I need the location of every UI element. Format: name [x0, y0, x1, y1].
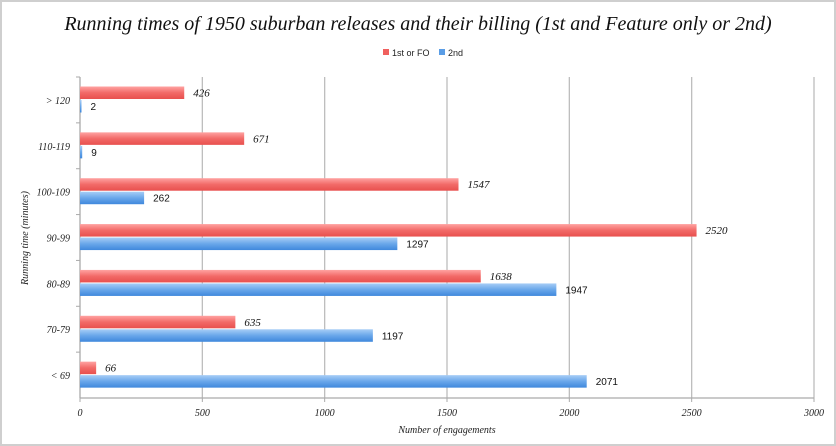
data-label: 1297 — [406, 240, 429, 251]
x-tick-label: 1500 — [437, 408, 457, 419]
y-tick-label: 80-89 — [47, 279, 70, 290]
y-tick-label: 90-99 — [47, 234, 70, 245]
legend-label: 1st or FO — [392, 48, 430, 58]
bar-first-or-fo — [80, 86, 185, 99]
x-tick-label: 2000 — [559, 408, 579, 419]
y-tick-label: 100-109 — [37, 188, 70, 199]
x-tick-label: 2500 — [682, 408, 702, 419]
bar-first-or-fo — [80, 269, 481, 283]
legend: 1st or FO 2nd — [383, 48, 463, 58]
bar-second — [80, 145, 83, 159]
data-label: 262 — [153, 194, 170, 205]
bar-second — [80, 375, 587, 388]
bar-second — [80, 100, 82, 113]
data-label: 1547 — [467, 179, 490, 191]
data-label: 635 — [244, 317, 261, 329]
y-tick-label: 110-119 — [38, 142, 70, 153]
bar-first-or-fo — [80, 224, 697, 237]
x-tick-label: 0 — [78, 408, 83, 419]
y-tick-label: > 120 — [46, 96, 70, 107]
data-label: 1197 — [382, 331, 404, 342]
y-axis-label: Running time (minutes) — [20, 190, 31, 286]
legend-swatch — [383, 49, 389, 55]
bar-second — [80, 283, 557, 296]
bar-second — [80, 191, 145, 205]
bar-second — [80, 237, 398, 251]
bar-first-or-fo — [80, 315, 236, 329]
data-label: 2071 — [596, 377, 619, 388]
data-label: 426 — [193, 88, 210, 100]
x-tick-label: 500 — [195, 408, 210, 419]
y-tick-label: < 69 — [51, 371, 70, 382]
bar-first-or-fo — [80, 361, 97, 375]
x-tick-label: 1000 — [315, 408, 335, 419]
y-tick-label: 70-79 — [47, 325, 70, 336]
data-label: 671 — [253, 133, 270, 145]
legend-swatch — [439, 49, 445, 55]
data-label: 2520 — [706, 225, 729, 237]
data-label: 66 — [105, 363, 117, 375]
x-tick-label: 3000 — [803, 408, 824, 419]
data-label: 1947 — [565, 285, 588, 296]
bar-second — [80, 329, 373, 342]
chart-title: Running times of 1950 suburban releases … — [63, 13, 772, 35]
data-label: 1638 — [490, 271, 513, 283]
bar-first-or-fo — [80, 178, 459, 191]
data-label: 2 — [91, 102, 97, 113]
bar-first-or-fo — [80, 132, 245, 145]
legend-label: 2nd — [448, 48, 463, 58]
x-axis-label: Number of engagements — [397, 425, 495, 436]
data-label: 9 — [91, 148, 97, 159]
